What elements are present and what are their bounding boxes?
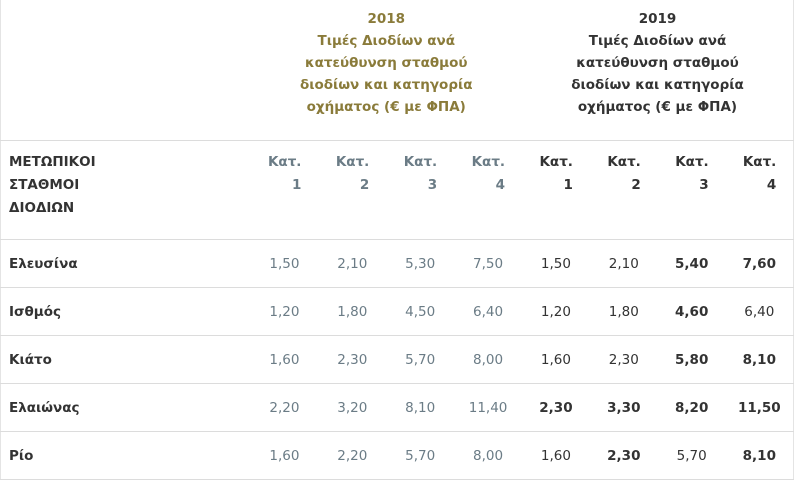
price-cell: 2,30 [589,335,658,384]
price-cell: 4,60 [657,287,726,336]
price-cell: 2,20 [318,431,387,480]
group-year: 2018 [367,11,406,27]
price-cell: 1,60 [522,335,590,384]
price-cell: 1,20 [250,287,319,336]
price-cell: 8,00 [454,431,522,480]
price-cell: 8,20 [657,383,726,432]
price-cell: 1,50 [522,239,590,288]
column-header-row: ΜΕΤΩΠΙΚΟΙ ΣΤΑΘΜΟΙ ΔΙΟΔΙΩΝ Κατ. 1 Κατ. 2 Κα… [0,140,794,240]
column-header-text: Κατ. 1 [539,154,573,193]
price-cell: 5,80 [657,335,726,384]
price-cell: 6,40 [454,287,522,336]
price-cell: 1,80 [318,287,387,336]
price-cell: 1,50 [250,239,319,288]
price-cell: 5,30 [386,239,455,288]
group-header: 2019 Τιμές Διοδίων ανά κατεύθυνση σταθμο… [522,0,794,141]
price-cell: 11,40 [454,383,522,432]
price-cell: 3,20 [318,383,387,432]
data-row: Ισθμός 1,20 1,80 4,50 6,40 1,20 1,80 4,60 6,40 [0,287,794,336]
price-cell: 5,40 [657,239,726,288]
price-cell: 2,30 [522,383,590,432]
data-row: Κιάτο 1,60 2,30 5,70 8,00 1,60 2,30 5,80 8,10 [0,335,794,384]
price-cell: 5,70 [386,335,455,384]
price-cell: 2,30 [589,431,658,480]
group-header-row: 2018 Τιμές Διοδίων ανά κατεύθυνση σταθμο… [0,0,794,141]
column-header-text: Κατ. 3 [403,154,438,193]
price-cell: 11,50 [725,383,794,432]
data-row: Ρίο 1,60 2,20 5,70 8,00 1,60 2,30 5,70 8,10 [0,431,794,480]
price-cell: 8,00 [454,335,522,384]
price-cell: 1,60 [522,431,590,480]
corner-cell [0,0,251,141]
price-cell: 2,30 [318,335,387,384]
price-cell: 2,20 [250,383,319,432]
price-cell: 6,40 [725,287,794,336]
column-header: Κατ. 2 [318,140,387,240]
row-header-text: ΜΕΤΩΠΙΚΟΙ ΣΤΑΘΜΟΙ ΔΙΟΔΙΩΝ [9,154,96,216]
station-name: Ρίο [0,431,251,480]
table-body: Ελευσίνα 1,50 2,10 5,30 7,50 1,50 2,10 5,40 7,60… [0,239,794,480]
column-header: Κατ. 1 [522,140,590,240]
price-cell: 4,50 [386,287,455,336]
column-header-text: Κατ. 3 [675,154,709,193]
data-row: Ελαιώνας 2,20 3,20 8,10 11,40 2,30 3,30 8,20 11,… [0,383,794,432]
price-cell: 7,50 [454,239,522,288]
group-title: Τιμές Διοδίων ανά κατεύθυνση σταθμού διο… [299,33,473,115]
group-year: 2019 [638,11,677,27]
price-cell: 1,60 [250,431,319,480]
price-cell: 8,10 [725,431,794,480]
station-name: Ελευσίνα [0,239,251,288]
column-header-text: Κατ. 4 [742,154,777,193]
station-name: Κιάτο [0,335,251,384]
price-cell: 2,10 [318,239,387,288]
column-header: Κατ. 4 [725,140,794,240]
price-cell: 5,70 [386,431,455,480]
column-header-text: Κατ. 1 [267,154,302,193]
station-name: Ισθμός [0,287,251,336]
column-header-text: Κατ. 4 [471,154,506,193]
column-header-text: Κατ. 2 [607,154,641,193]
price-cell: 5,70 [657,431,726,480]
column-header: Κατ. 3 [657,140,726,240]
row-header: ΜΕΤΩΠΙΚΟΙ ΣΤΑΘΜΟΙ ΔΙΟΔΙΩΝ [0,140,251,240]
column-header: Κατ. 3 [386,140,455,240]
price-cell: 8,10 [386,383,455,432]
column-header: Κατ. 2 [589,140,658,240]
column-header: Κατ. 4 [454,140,522,240]
price-cell: 8,10 [725,335,794,384]
station-name: Ελαιώνας [0,383,251,432]
price-cell: 7,60 [725,239,794,288]
price-cell: 2,10 [589,239,658,288]
data-row: Ελευσίνα 1,50 2,10 5,30 7,50 1,50 2,10 5,40 7,60 [0,239,794,288]
group-header: 2018 Τιμές Διοδίων ανά κατεύθυνση σταθμο… [250,0,522,141]
price-cell: 3,30 [589,383,658,432]
price-cell: 1,20 [522,287,590,336]
group-title: Τιμές Διοδίων ανά κατεύθυνση σταθμού διο… [571,33,744,115]
column-header: Κατ. 1 [250,140,319,240]
price-cell: 1,80 [589,287,658,336]
column-header-text: Κατ. 2 [335,154,370,193]
price-cell: 1,60 [250,335,319,384]
